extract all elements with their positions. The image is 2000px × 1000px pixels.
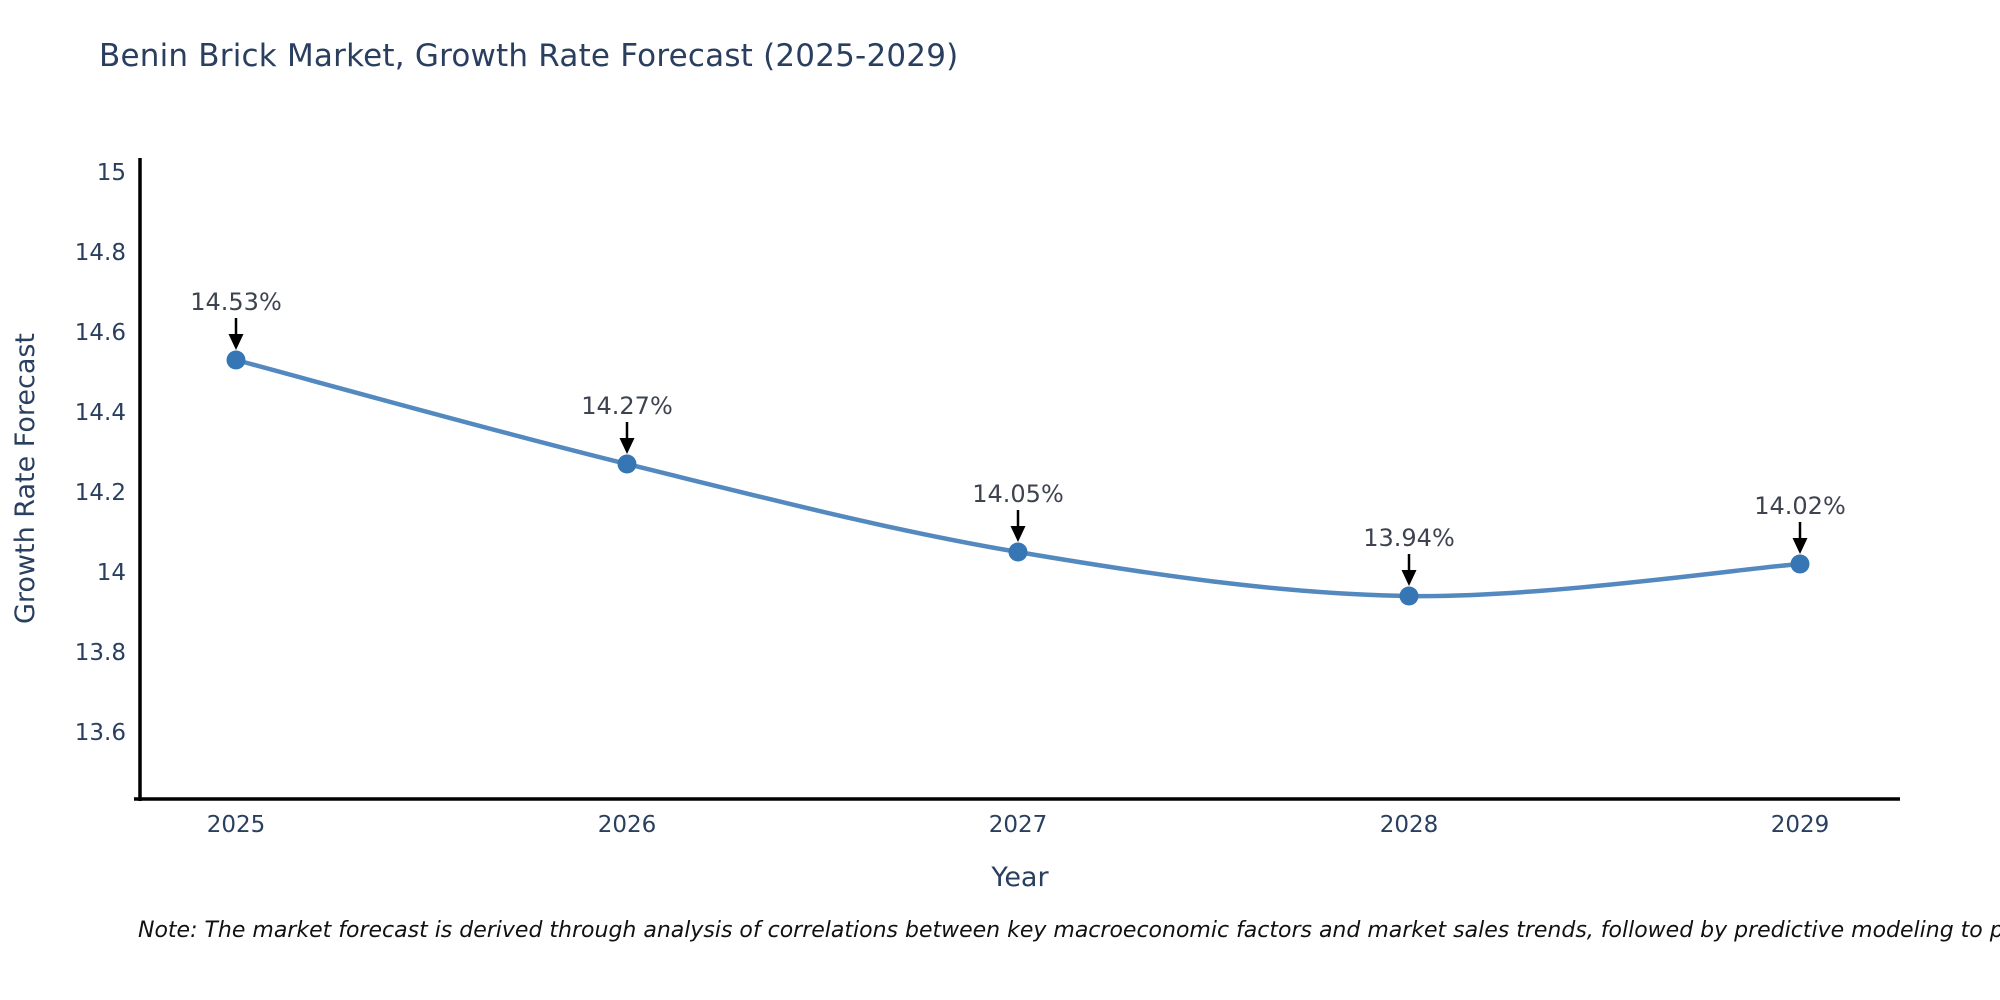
data-point-marker[interactable] (617, 454, 637, 474)
chart-footnote: Note: The market forecast is derived thr… (138, 918, 2000, 943)
annotation-arrow-head (1401, 570, 1417, 586)
annotation-arrow-head (1010, 526, 1026, 542)
data-point-value-label: 14.27% (581, 392, 673, 420)
y-tick-label: 14 (97, 560, 126, 586)
x-tick-label: 2025 (207, 812, 266, 838)
y-tick-label: 14.8 (75, 240, 126, 266)
chart-title: Benin Brick Market, Growth Rate Forecast… (99, 38, 959, 74)
data-point-value-label: 14.02% (1754, 492, 1846, 520)
annotation-arrow-head (619, 438, 635, 454)
y-tick-label: 15 (97, 160, 126, 186)
x-tick-label: 2027 (989, 812, 1048, 838)
data-point-value-label: 14.53% (190, 288, 282, 316)
data-point-marker[interactable] (1790, 554, 1810, 574)
y-tick-label: 13.8 (75, 640, 126, 666)
data-point-marker[interactable] (226, 350, 246, 370)
y-tick-label: 14.6 (75, 320, 126, 346)
x-tick-label: 2028 (1380, 812, 1439, 838)
data-point-marker[interactable] (1399, 586, 1419, 606)
x-tick-label: 2026 (598, 812, 657, 838)
data-point-value-label: 13.94% (1363, 524, 1455, 552)
y-tick-label: 13.6 (75, 720, 126, 746)
y-tick-label: 14.2 (75, 480, 126, 506)
x-axis-title: Year (990, 862, 1049, 893)
y-tick-label: 14.4 (75, 400, 126, 426)
annotation-arrow-head (1792, 538, 1808, 554)
data-point-value-label: 14.05% (972, 480, 1064, 508)
data-point-marker[interactable] (1008, 542, 1028, 562)
x-tick-label: 2029 (1771, 812, 1830, 838)
annotation-arrow-head (228, 334, 244, 350)
y-axis-title: Growth Rate Forecast (10, 333, 41, 624)
